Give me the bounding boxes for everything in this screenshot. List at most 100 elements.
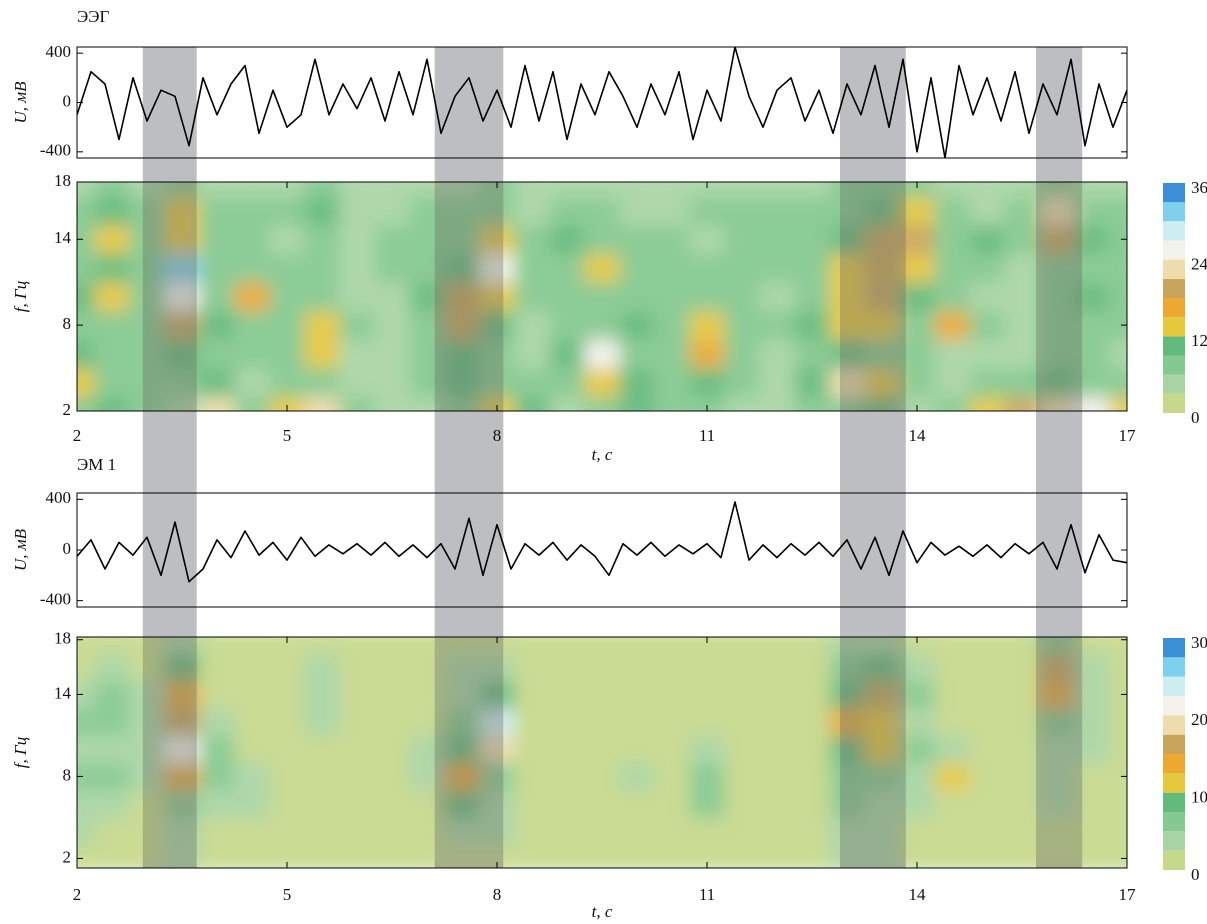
- spectrogram-cell: [1039, 396, 1075, 411]
- spectrogram-cell: [444, 182, 480, 197]
- spectrogram-cell: [514, 790, 550, 818]
- spectrogram-cell: [969, 790, 1005, 818]
- spectrogram-cell: [934, 253, 970, 283]
- spectrogram-cell: [1004, 310, 1040, 340]
- spectrogram-cell: [77, 637, 95, 654]
- spectrogram-cell: [759, 282, 795, 312]
- spectrogram-cell: [444, 196, 480, 226]
- spectrogram: [77, 182, 1127, 411]
- spectrogram-cell: [77, 253, 95, 283]
- spectrogram-cell: [339, 844, 375, 868]
- spectrogram-cell: [619, 368, 655, 398]
- spectrogram-cell: [479, 253, 515, 283]
- spectrogram-cell: [829, 762, 865, 791]
- spectrogram-cell: [864, 182, 900, 197]
- spectrogram-cell: [794, 844, 830, 868]
- spectrogram-cell: [1109, 253, 1127, 283]
- colorbar-segment: [1163, 850, 1185, 870]
- colorbar-tick-label: 12: [1191, 331, 1207, 350]
- spectrogram-cell: [584, 282, 620, 312]
- spectrogram-cell: [934, 708, 970, 736]
- spectrogram-cell: [794, 637, 830, 654]
- spectrogram-cell: [724, 282, 760, 312]
- spectrogram-cell: [514, 368, 550, 398]
- y-tick-label: 400: [46, 488, 72, 507]
- spectrogram-cell: [409, 339, 445, 369]
- spectrogram-cell: [584, 735, 620, 764]
- colorbar-segment: [1163, 734, 1185, 754]
- spectrogram-cell: [1039, 196, 1075, 226]
- spectrogram-cell: [654, 368, 690, 398]
- spectrogram-cell: [864, 396, 900, 411]
- spectrogram-cell: [129, 680, 165, 709]
- spectrogram-cell: [794, 196, 830, 226]
- spectrogram-cell: [164, 653, 200, 682]
- spectrogram-cell: [304, 680, 340, 709]
- spectrogram-cell: [969, 224, 1005, 255]
- spectrogram-cell: [234, 182, 270, 197]
- highlight-span-overlay: [434, 637, 504, 868]
- spectrogram-cell: [584, 817, 620, 846]
- spectrogram-cell: [584, 253, 620, 283]
- spectrogram-cell: [514, 310, 550, 340]
- y-tick-label: 14: [54, 228, 72, 247]
- spectrogram-cell: [374, 282, 410, 312]
- spectrogram-cell: [619, 708, 655, 736]
- spectrogram-cell: [234, 368, 270, 398]
- spectrogram-cell: [199, 653, 235, 682]
- spectrogram-cell: [199, 224, 235, 255]
- spectrogram-cell: [619, 253, 655, 283]
- spectrogram-cell: [234, 282, 270, 312]
- spectrogram-cell: [129, 368, 165, 398]
- spectrogram-cell: [199, 396, 235, 411]
- spectrogram-cell: [724, 735, 760, 764]
- spectrogram-cell: [304, 817, 340, 846]
- spectrogram-cell: [94, 196, 130, 226]
- spectrogram-cell: [77, 368, 95, 398]
- spectrogram-cell: [584, 708, 620, 736]
- colorbar-segment: [1163, 221, 1185, 241]
- spectrogram-cell: [409, 282, 445, 312]
- spectrogram-cell: [829, 735, 865, 764]
- spectrogram-cell: [479, 844, 515, 868]
- spectrogram-cell: [654, 735, 690, 764]
- spectrogram-cell: [1074, 790, 1110, 818]
- spectrogram-cell: [759, 196, 795, 226]
- spectrogram-cell: [549, 790, 585, 818]
- spectrogram-cell: [1109, 182, 1127, 197]
- spectrogram-cell: [1039, 844, 1075, 868]
- spectrogram-cell: [1074, 224, 1110, 255]
- spectrogram-cell: [94, 310, 130, 340]
- spectrogram-cell: [1004, 708, 1040, 736]
- spectrogram-cell: [479, 282, 515, 312]
- spectrogram-cell: [514, 637, 550, 654]
- spectrogram-cell: [899, 844, 935, 868]
- y-tick-label: 8: [63, 765, 72, 784]
- spectrogram-cell: [654, 762, 690, 791]
- spectrogram-cell: [934, 653, 970, 682]
- spectrogram-cell: [129, 708, 165, 736]
- spectrogram-cell: [689, 196, 725, 226]
- spectrogram-cell: [829, 368, 865, 398]
- spectrogram-cell: [654, 680, 690, 709]
- colorbar-segment: [1163, 278, 1185, 298]
- spectrogram-cell: [759, 224, 795, 255]
- spectrogram-cell: [1109, 196, 1127, 226]
- spectrogram-cell: [619, 653, 655, 682]
- spectrogram-cell: [199, 762, 235, 791]
- highlight-span-overlay: [142, 637, 197, 868]
- spectrogram-cell: [759, 637, 795, 654]
- colorbar-segment: [1163, 812, 1185, 832]
- x-tick-label: 17: [1119, 426, 1137, 445]
- spectrogram-cell: [794, 310, 830, 340]
- spectrogram-cell: [374, 735, 410, 764]
- spectrogram-cell: [549, 762, 585, 791]
- spectrogram-cell: [444, 708, 480, 736]
- spectrogram-cell: [164, 735, 200, 764]
- spectrogram-cell: [1039, 790, 1075, 818]
- plot-area: [77, 637, 1127, 868]
- spectrogram-cell: [654, 310, 690, 340]
- spectrogram-cell: [199, 844, 235, 868]
- spectrogram-cell: [409, 790, 445, 818]
- spectrogram-cell: [899, 182, 935, 197]
